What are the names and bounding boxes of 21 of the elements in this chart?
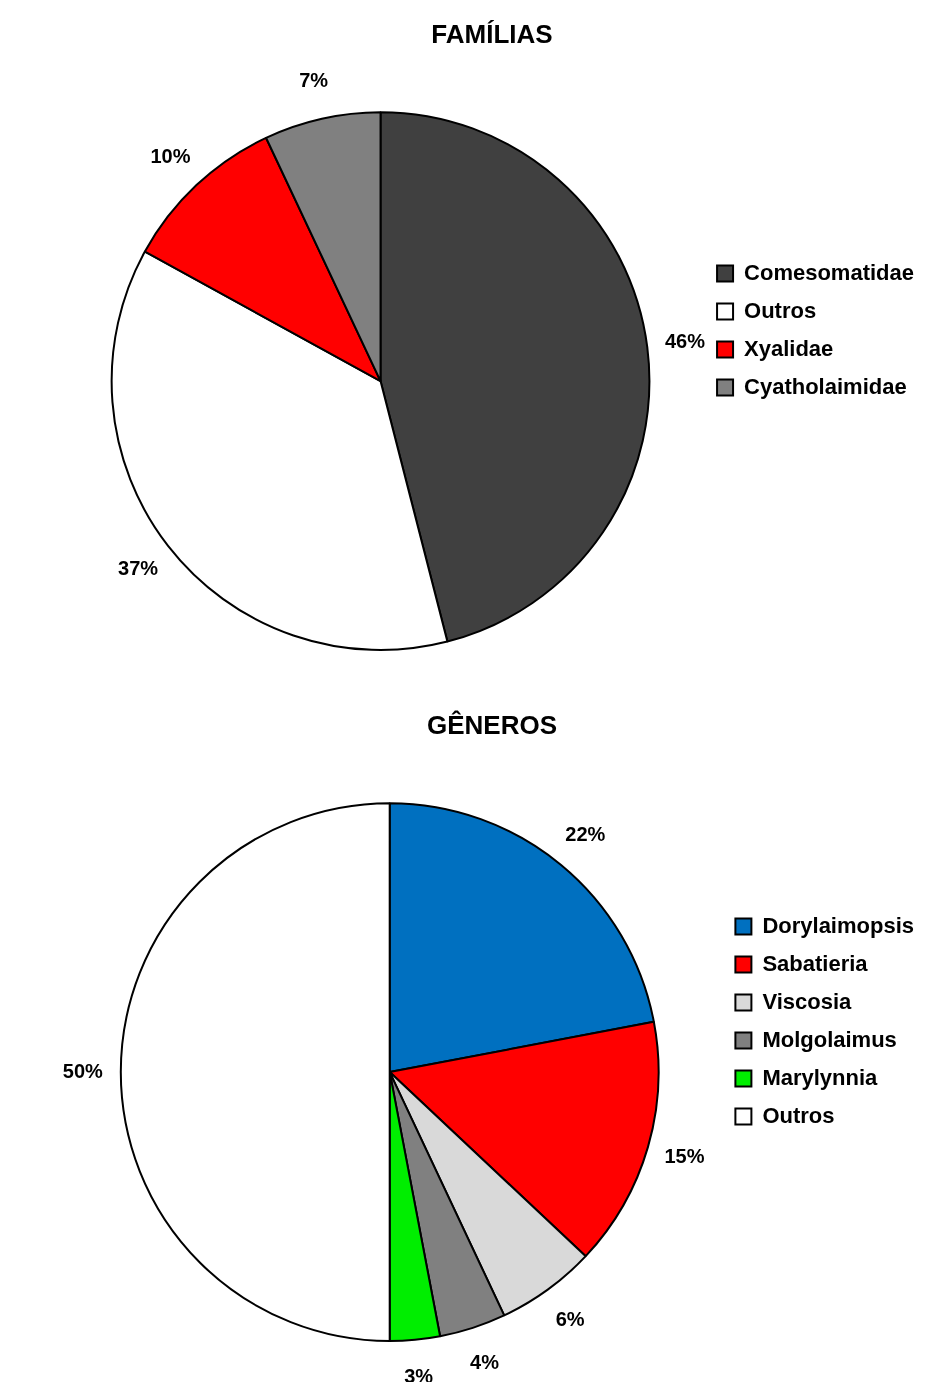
legend-label: Xyalidae	[744, 335, 834, 361]
data-label: 37%	[118, 556, 159, 579]
legend-label: Outros	[744, 297, 817, 323]
chart-title: GÊNEROS	[426, 709, 558, 740]
legend-label: Marylynnia	[762, 1064, 879, 1090]
data-label: 10%	[150, 144, 191, 167]
legend-label: Outros	[762, 1102, 835, 1128]
chart-title: FAMÍLIAS	[431, 18, 553, 49]
legend-label: Molgolaimus	[762, 1026, 897, 1052]
legend-label: Viscosia	[762, 988, 853, 1014]
data-label: 7%	[299, 69, 329, 92]
data-label: 22%	[565, 823, 606, 846]
data-label: 50%	[62, 1059, 104, 1082]
legend-label: Cyatholaimidae	[744, 373, 907, 399]
legend-label: Sabatieria	[762, 950, 869, 976]
legend-label: Comesomatidae	[744, 259, 915, 285]
data-label: 46%	[664, 330, 706, 353]
data-label: 15%	[664, 1145, 705, 1168]
data-label: 4%	[470, 1351, 500, 1374]
data-label: 6%	[555, 1307, 585, 1330]
legend-label: Dorylaimopsis	[762, 912, 914, 938]
